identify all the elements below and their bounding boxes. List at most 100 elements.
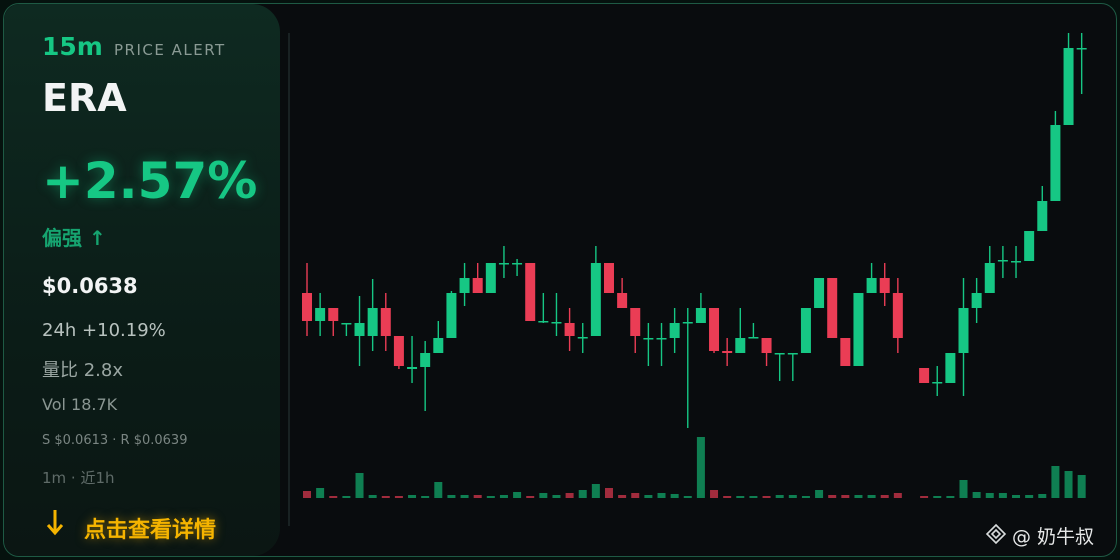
volume-bar (867, 495, 876, 498)
volume-bar (723, 496, 732, 498)
candle-body (354, 323, 365, 336)
candle-body (709, 308, 720, 351)
candle-body (603, 263, 614, 293)
candle-body (945, 353, 956, 383)
volume-bar (1064, 471, 1073, 498)
watermark: @ 奶牛叔 (1012, 526, 1095, 548)
volume-bar (1025, 495, 1034, 498)
volume-bar (434, 482, 443, 498)
candle-body (525, 263, 536, 321)
candle-body (577, 337, 588, 339)
volume-bar (631, 493, 640, 498)
volume-bar (552, 495, 561, 498)
volume-bar (959, 480, 968, 498)
volume-bar (460, 495, 469, 498)
candle-body (407, 367, 418, 369)
candle-body (695, 308, 706, 323)
volume-bar (578, 490, 587, 498)
volume-bar (710, 490, 719, 498)
volume-bar (749, 496, 758, 498)
volume-bar (394, 496, 403, 498)
candle-body (827, 278, 838, 338)
volume-bar (1051, 466, 1060, 498)
volume-bar (368, 495, 377, 498)
volume: Vol 18.7K (42, 395, 118, 414)
interval: 15m (42, 32, 103, 61)
candle-body (814, 278, 825, 308)
info-panel: 15m PRICE ALERT ERA +2.57% 偏强 ↑ $0.0638 … (4, 4, 280, 556)
volume-bar (513, 492, 522, 498)
candle-body (433, 338, 444, 353)
candle-body (420, 353, 431, 367)
volume-bar (526, 496, 535, 498)
candle-body (498, 263, 509, 265)
candle-body (485, 263, 496, 293)
candle-body (1063, 48, 1074, 125)
volume-bar (539, 493, 548, 498)
candle-body (302, 293, 312, 321)
volume-bar (381, 496, 390, 498)
candle-body (538, 321, 549, 323)
volume-bar (657, 493, 666, 498)
candle-body (932, 382, 943, 384)
volume-bar (670, 494, 679, 498)
candle-body (879, 278, 890, 293)
candle-body (380, 308, 391, 336)
detail-link[interactable]: 点击查看详情 (84, 518, 217, 543)
volume-bar (893, 493, 902, 498)
volume-bar (408, 495, 417, 498)
volume-bar (565, 493, 574, 498)
candle-body (393, 336, 404, 366)
candle-body (1024, 231, 1035, 261)
candle-body (892, 293, 903, 338)
candle-body (840, 338, 851, 366)
candle-body (1037, 201, 1048, 231)
volume-bar (355, 473, 364, 498)
candle-body (919, 368, 930, 383)
candle-body (1050, 125, 1061, 201)
volume-bar (316, 488, 325, 498)
volume-bar (762, 496, 771, 498)
candle-body (630, 308, 641, 336)
volume-bar (421, 496, 430, 498)
candle-body (971, 293, 982, 308)
candle-body (800, 308, 811, 353)
volume-bar (1038, 494, 1047, 498)
candle-body (787, 353, 798, 355)
volume-bar (1012, 495, 1021, 498)
volume-bar (998, 493, 1007, 498)
volume-bar (775, 495, 784, 498)
volume-bar (933, 496, 942, 498)
change-24h: 24h +10.19% (42, 320, 166, 341)
volume-bar (303, 491, 311, 498)
candle-body (341, 323, 352, 325)
volume-ratio: 量比 2.8x (42, 360, 123, 381)
volume-bar (841, 495, 850, 498)
candle-body (748, 337, 759, 339)
candle-body (853, 293, 864, 366)
candle-body (617, 293, 628, 308)
volume-bar (815, 490, 824, 498)
candle-body (472, 278, 483, 293)
candle-body (564, 323, 575, 336)
volume-bar (342, 496, 351, 498)
candle-body (656, 338, 667, 340)
candle-body (761, 338, 772, 353)
volume-bar (499, 495, 508, 498)
volume-bar (696, 437, 705, 498)
volume-bar (618, 495, 627, 498)
candle-body (984, 263, 995, 293)
bias: 偏强 ↑ (42, 226, 106, 250)
candle-body (866, 278, 877, 293)
change: +2.57% (42, 152, 258, 210)
volume-bar (972, 492, 981, 498)
candle-body (512, 263, 523, 265)
volume-bar (736, 496, 745, 498)
candlestick-chart (288, 33, 1087, 526)
volume-bar (880, 495, 889, 498)
price: $0.0638 (42, 274, 138, 298)
candle-body (997, 260, 1008, 262)
candle-body (590, 263, 601, 336)
volume-bar (920, 496, 929, 498)
volume-bar (486, 496, 495, 498)
